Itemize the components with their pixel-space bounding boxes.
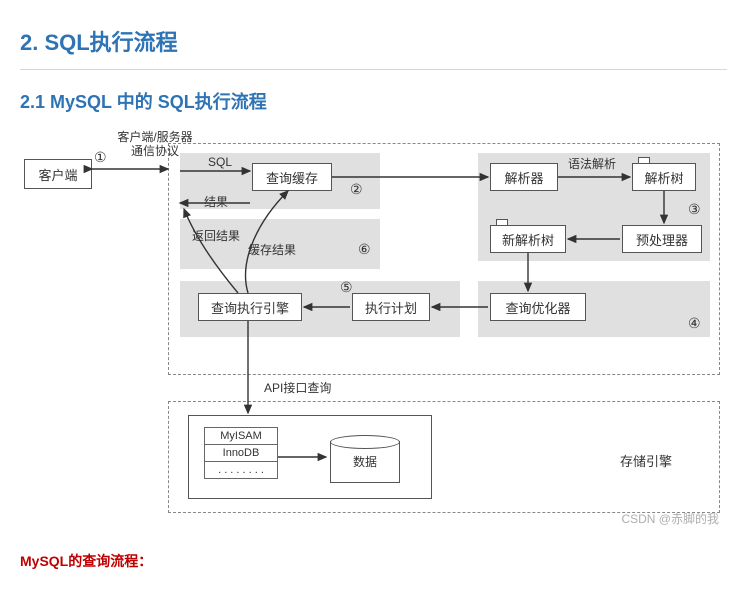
parse-tree-tab bbox=[638, 157, 650, 163]
storage-dots: . . . . . . . . bbox=[204, 461, 278, 479]
circled-2: ② bbox=[350, 181, 363, 198]
label-cache-result: 缓存结果 bbox=[248, 241, 296, 258]
watermark: CSDN @赤脚的我 bbox=[621, 510, 719, 527]
node-new-parse-tree: 新解析树 bbox=[490, 225, 566, 253]
node-optimizer: 查询优化器 bbox=[490, 293, 586, 321]
storage-engine-label: 存储引擎 bbox=[620, 451, 672, 470]
storage-list: MyISAM InnoDB . . . . . . . . bbox=[204, 427, 278, 478]
label-return-result: 返回结果 bbox=[192, 227, 240, 244]
heading-rule bbox=[20, 69, 727, 70]
node-parse-tree: 解析树 bbox=[632, 163, 696, 191]
storage-myisam: MyISAM bbox=[204, 427, 278, 445]
node-client: 客户端 bbox=[24, 159, 92, 189]
circled-6: ⑥ bbox=[358, 241, 371, 258]
circled-1: ① bbox=[94, 149, 107, 166]
node-preprocessor: 预处理器 bbox=[622, 225, 702, 253]
label-syntax-parse: 语法解析 bbox=[568, 155, 616, 172]
node-query-cache: 查询缓存 bbox=[252, 163, 332, 191]
data-cylinder: 数据 bbox=[330, 435, 400, 483]
data-cylinder-label: 数据 bbox=[330, 453, 400, 470]
circled-4: ④ bbox=[688, 315, 701, 332]
label-api-query: API接口查询 bbox=[264, 379, 331, 396]
main-heading: 2. SQL执行流程 bbox=[20, 25, 727, 57]
label-protocol: 客户端/服务器 通信协议 bbox=[100, 131, 210, 159]
node-parser: 解析器 bbox=[490, 163, 558, 191]
node-exec-plan: 执行计划 bbox=[352, 293, 430, 321]
label-result: 结果 bbox=[204, 193, 228, 210]
sub-heading: 2.1 MySQL 中的 SQL执行流程 bbox=[20, 88, 727, 114]
node-exec-engine: 查询执行引擎 bbox=[198, 293, 302, 321]
circled-3: ③ bbox=[688, 201, 701, 218]
storage-innodb: InnoDB bbox=[204, 444, 278, 462]
footer-text: MySQL的查询流程： bbox=[20, 551, 727, 571]
label-sql: SQL bbox=[208, 155, 232, 169]
new-parse-tree-tab bbox=[496, 219, 508, 225]
sql-flow-diagram: 客户端 查询缓存 解析器 解析树 预处理器 新解析树 查询优化器 执行计划 查询… bbox=[20, 129, 725, 529]
circled-5: ⑤ bbox=[340, 279, 353, 296]
